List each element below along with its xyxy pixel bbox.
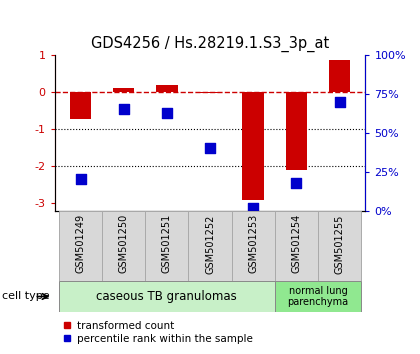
Bar bbox=[275, 211, 318, 281]
Bar bbox=[286, 92, 307, 170]
Point bbox=[293, 180, 300, 185]
Point bbox=[250, 205, 257, 210]
Text: caseous TB granulomas: caseous TB granulomas bbox=[97, 290, 237, 303]
Point bbox=[163, 110, 170, 115]
Text: cell type: cell type bbox=[2, 291, 50, 302]
Text: GSM501251: GSM501251 bbox=[162, 214, 172, 273]
Text: GSM501249: GSM501249 bbox=[76, 214, 86, 273]
Text: normal lung
parenchyma: normal lung parenchyma bbox=[287, 286, 349, 307]
Point bbox=[120, 107, 127, 112]
Bar bbox=[231, 211, 275, 281]
Point bbox=[77, 177, 84, 182]
Text: GSM501255: GSM501255 bbox=[334, 214, 344, 274]
Bar bbox=[275, 281, 361, 312]
Text: GSM501250: GSM501250 bbox=[119, 214, 129, 273]
Bar bbox=[70, 92, 91, 119]
Bar bbox=[329, 61, 350, 92]
Bar bbox=[156, 85, 178, 92]
Text: GSM501254: GSM501254 bbox=[291, 214, 301, 273]
Bar bbox=[113, 88, 134, 92]
Bar bbox=[242, 92, 264, 200]
Text: GSM501253: GSM501253 bbox=[248, 214, 258, 273]
Bar bbox=[59, 281, 275, 312]
Point bbox=[336, 99, 343, 104]
Bar bbox=[318, 211, 361, 281]
Bar bbox=[102, 211, 145, 281]
Bar bbox=[145, 211, 189, 281]
Legend: transformed count, percentile rank within the sample: transformed count, percentile rank withi… bbox=[58, 317, 257, 348]
Title: GDS4256 / Hs.28219.1.S3_3p_at: GDS4256 / Hs.28219.1.S3_3p_at bbox=[91, 36, 329, 52]
Bar bbox=[59, 211, 102, 281]
Bar bbox=[199, 92, 221, 93]
Point bbox=[207, 145, 213, 151]
Text: GSM501252: GSM501252 bbox=[205, 214, 215, 274]
Bar bbox=[189, 211, 231, 281]
